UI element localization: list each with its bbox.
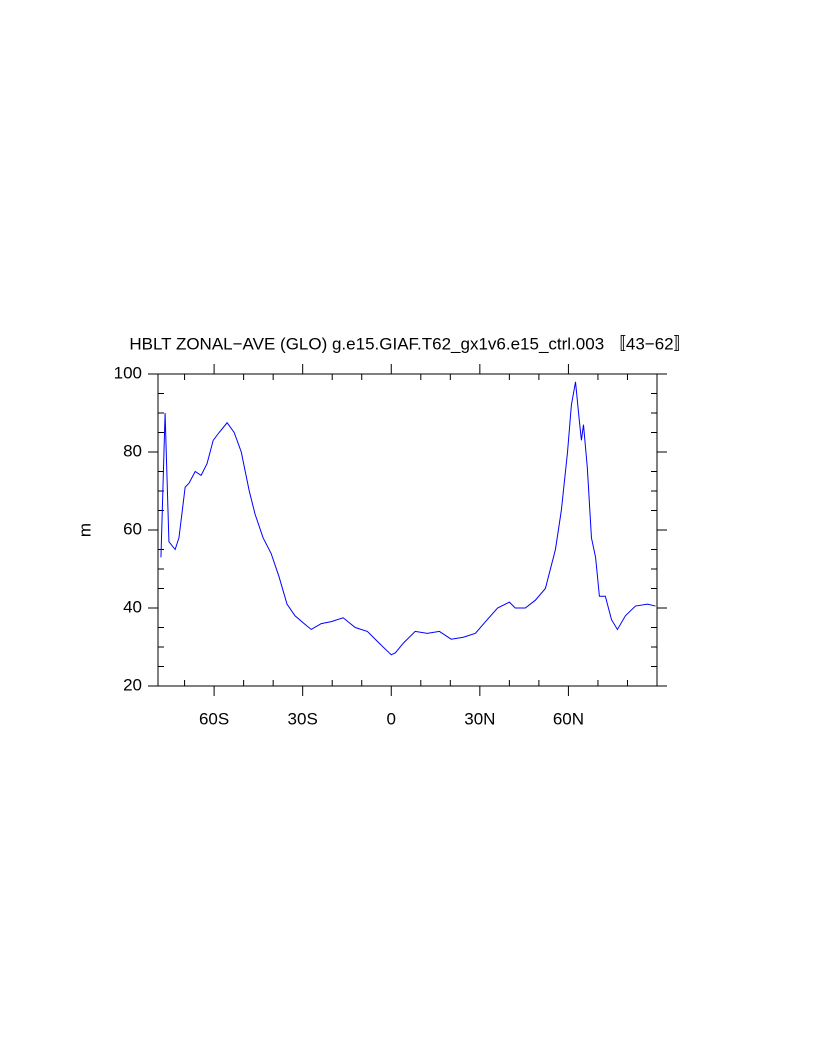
x-tick-label: 0 bbox=[387, 709, 396, 728]
y-axis-label: m bbox=[75, 523, 94, 537]
x-tick-label: 60N bbox=[553, 709, 584, 728]
y-tick-label: 80 bbox=[123, 441, 142, 460]
y-tick-label: 100 bbox=[114, 363, 142, 382]
y-tick-label: 60 bbox=[123, 519, 142, 538]
y-tick-label: 40 bbox=[123, 597, 142, 616]
x-tick-label: 60S bbox=[199, 709, 229, 728]
y-tick-label: 20 bbox=[123, 675, 142, 694]
x-tick-label: 30S bbox=[288, 709, 318, 728]
x-tick-label: 30N bbox=[464, 709, 495, 728]
chart-title: HBLT ZONAL−AVE (GLO) g.e15.GIAF.T62_gx1v… bbox=[129, 334, 690, 353]
data-line bbox=[160, 381, 656, 656]
